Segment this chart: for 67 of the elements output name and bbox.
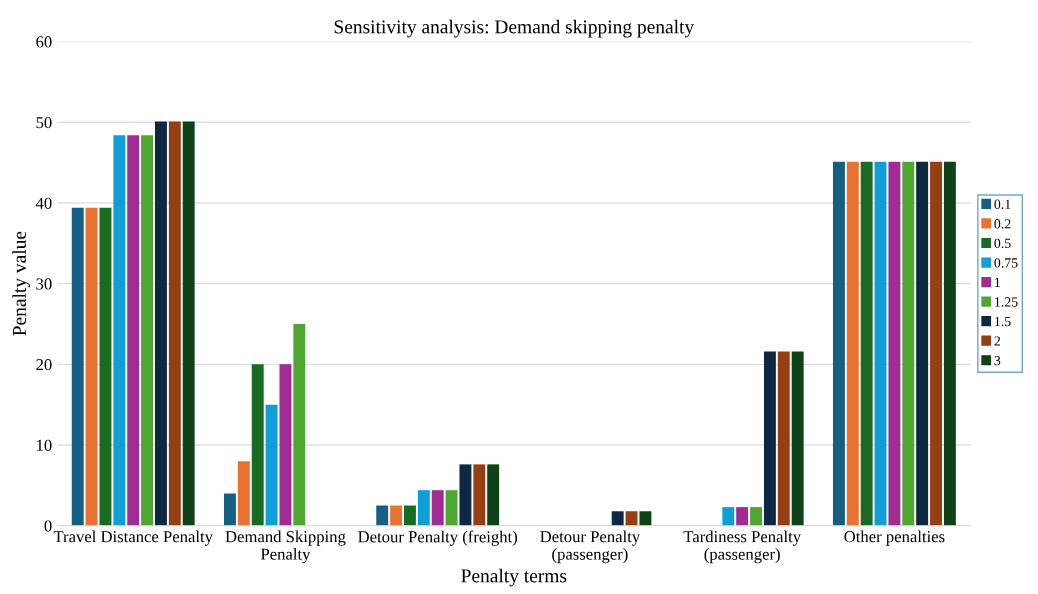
y-tick-label: 40: [35, 197, 52, 209]
bar: [860, 161, 873, 526]
legend-label: 0.75: [994, 258, 1018, 268]
legend-label: 1.5: [995, 316, 1011, 327]
x-tick-label: Detour Penalty (passenger): [540, 530, 641, 564]
bar: [916, 161, 929, 526]
bar: [846, 161, 859, 526]
bar: [930, 161, 942, 526]
bar: [888, 161, 901, 526]
bar: [445, 490, 458, 526]
bar: [431, 490, 444, 526]
bar: [251, 364, 264, 526]
bar: [943, 161, 956, 526]
legend-label: 3: [994, 355, 1001, 366]
bar: [182, 121, 195, 526]
bar: [293, 323, 306, 526]
x-tick-label: Other penalties: [844, 530, 945, 546]
x-tick-label: Demand Skipping Penalty: [225, 530, 346, 564]
bar: [902, 161, 915, 526]
x-tick-label: Travel Distance Penalty: [53, 530, 213, 546]
y-tick-label: 10: [37, 439, 52, 451]
x-axis-title: Penalty terms: [461, 568, 567, 587]
x-tick-label: Detour Penalty (freight): [358, 530, 518, 546]
bar: [473, 464, 486, 526]
legend-label: 1.25: [995, 297, 1018, 307]
x-tick-label: Tardiness Penalty (passenger): [683, 530, 801, 564]
bar: [832, 161, 845, 526]
bar: [722, 507, 735, 526]
y-tick-label: 50: [36, 116, 52, 129]
bar: [265, 404, 278, 526]
bar: [127, 135, 140, 526]
bar: [639, 511, 652, 526]
bar: [487, 464, 500, 526]
legend-label: 0.2: [994, 219, 1011, 229]
bar: [763, 351, 776, 526]
bar: [777, 351, 790, 526]
legend-label: 0.5: [994, 238, 1011, 249]
bar: [224, 493, 236, 526]
bar: [168, 121, 181, 526]
legend-label: 2: [994, 336, 1001, 346]
legend-label: 0.1: [994, 199, 1011, 210]
y-tick-label: 30: [36, 278, 52, 290]
bar: [390, 505, 403, 526]
y-axis-title: Penalty value: [12, 231, 31, 336]
bar: [237, 461, 250, 526]
legend-label: 1: [995, 277, 1000, 287]
y-tick-label: 20: [36, 359, 52, 371]
bar: [750, 507, 763, 526]
chart-title: Sensitivity analysis: Demand skipping penalty: [334, 19, 695, 38]
bar: [113, 135, 126, 526]
bar: [154, 121, 167, 526]
bar: [376, 505, 389, 526]
bar: [85, 207, 98, 526]
bar: [736, 507, 749, 526]
bar: [99, 207, 112, 526]
bar: [791, 351, 804, 526]
bar: [611, 511, 624, 526]
bar: [417, 490, 430, 526]
bar: [141, 135, 154, 526]
bar: [874, 161, 887, 526]
bar: [403, 505, 416, 526]
y-tick-label: 60: [36, 36, 52, 48]
bar: [459, 464, 472, 526]
bar: [279, 364, 292, 526]
bar: [625, 511, 638, 526]
bar: [71, 207, 84, 526]
y-tick-label: 0: [44, 520, 52, 532]
